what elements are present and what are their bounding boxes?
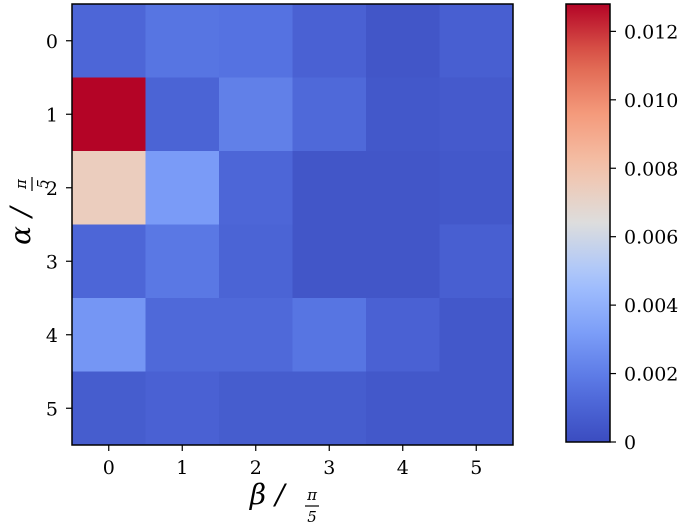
heatmap-cell — [366, 4, 440, 78]
y-axis-frac-numerator: π — [12, 178, 30, 190]
y-tick-label: 3 — [46, 251, 58, 273]
x-tick-label: 1 — [176, 457, 188, 479]
plot-frame — [71, 3, 514, 446]
heatmap-cell — [72, 224, 146, 299]
heatmap-cell — [72, 151, 146, 225]
colorbar-tick-label: 0.002 — [624, 364, 678, 386]
x-tick-label: 3 — [323, 457, 335, 479]
heatmap-cell — [145, 224, 220, 299]
heatmap-cell — [219, 224, 293, 299]
heatmap-cell — [72, 4, 146, 78]
colorbar-tick-label: 0 — [624, 432, 636, 454]
heatmap-cells — [72, 4, 514, 446]
x-tick-label: 0 — [103, 457, 115, 479]
heatmap-cell — [219, 77, 293, 152]
heatmap-cell — [439, 224, 514, 299]
heatmap-cell — [145, 151, 220, 225]
heatmap-cell — [292, 371, 367, 446]
heatmap-cell — [72, 371, 146, 446]
heatmap-cell — [366, 224, 440, 299]
colorbar-tick-label: 0.004 — [624, 295, 678, 317]
heatmap-cell — [366, 151, 440, 225]
x-tick-label: 4 — [397, 457, 409, 479]
x-axis-symbol: β — [249, 478, 266, 511]
y-tick-label: 4 — [46, 325, 58, 347]
x-tick-label: 2 — [250, 457, 262, 479]
y-tick-label: 2 — [46, 178, 58, 200]
heatmap-cell — [72, 77, 146, 152]
y-axis-ticks: 0 1 2 3 4 5 — [46, 31, 72, 420]
y-axis-symbol: α — [4, 226, 37, 245]
heatmap-cell — [439, 4, 514, 78]
heatmap-cell — [219, 371, 293, 446]
y-axis-slash: / — [4, 205, 37, 220]
heatmap-cell — [439, 77, 514, 152]
y-tick-label: 5 — [46, 398, 58, 420]
x-axis-slash: / — [272, 478, 287, 511]
heatmap-cell — [366, 77, 440, 152]
heatmap-cell — [366, 371, 440, 446]
heatmap-cell — [292, 4, 367, 78]
heatmap-cell — [219, 298, 293, 372]
heatmap-cell — [292, 298, 367, 372]
heatmap-cell — [366, 298, 440, 372]
y-tick-label: 1 — [46, 104, 58, 126]
x-axis-frac-denominator: 5 — [307, 508, 317, 526]
colorbar-ticks: 0 0.002 0.004 0.006 0.008 0.010 0.012 — [610, 21, 678, 454]
colorbar — [565, 3, 611, 443]
x-axis-label: β / π 5 — [249, 478, 319, 526]
heatmap-cell — [145, 298, 220, 372]
x-axis-frac-numerator: π — [306, 486, 318, 504]
heatmap-cell — [219, 4, 293, 78]
x-axis-ticks: 0 1 2 3 4 5 — [103, 445, 482, 479]
x-tick-label: 5 — [470, 457, 482, 479]
colorbar-tick-label: 0.010 — [624, 90, 678, 112]
colorbar-tick-label: 0.012 — [624, 21, 678, 43]
heatmap-cell — [439, 151, 514, 225]
y-axis-label: α / π 5 — [4, 177, 52, 245]
colorbar-tick-label: 0.008 — [624, 158, 678, 180]
heatmap-cell — [72, 298, 146, 372]
y-tick-label: 0 — [46, 31, 58, 53]
heatmap-cell — [145, 371, 220, 446]
heatmap-cell — [219, 151, 293, 225]
colorbar-tick-label: 0.006 — [624, 227, 678, 249]
heatmap-cell — [292, 77, 367, 152]
y-axis-frac-denominator: 5 — [34, 179, 52, 189]
heatmap-cell — [145, 4, 220, 78]
heatmap-cell — [439, 298, 514, 372]
heatmap-cell — [145, 77, 220, 152]
heatmap-cell — [292, 151, 367, 225]
heatmap-cell — [439, 371, 514, 446]
heatmap-cell — [292, 224, 367, 299]
